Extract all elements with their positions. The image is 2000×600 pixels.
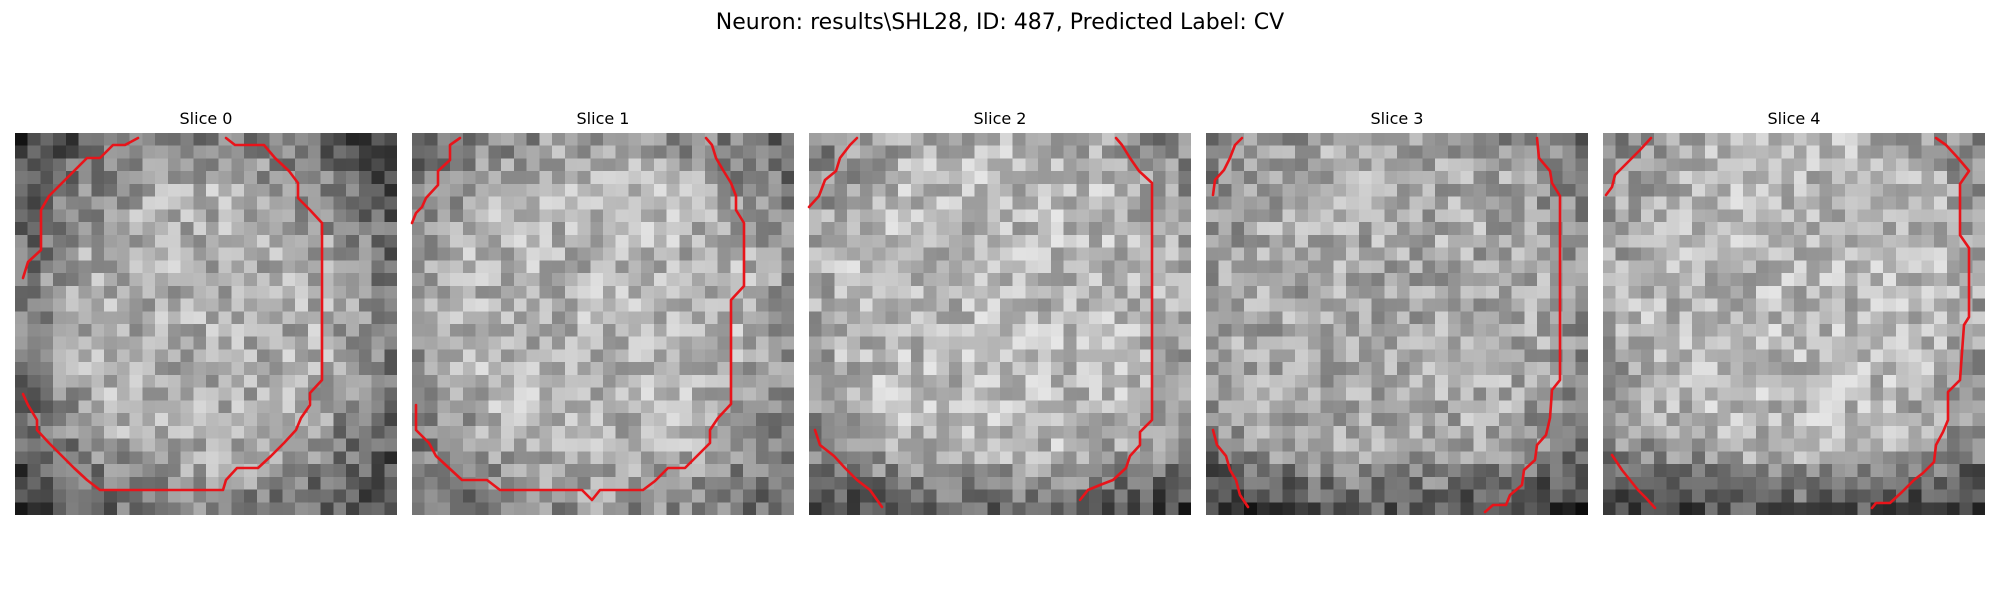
slice-panel-1: Slice 1: [412, 108, 794, 515]
slice-heatmap-3: [1206, 133, 1588, 515]
slice-title-2: Slice 2: [973, 109, 1027, 128]
slice-panel-2: Slice 2: [809, 108, 1191, 515]
slice-title-3: Slice 3: [1370, 109, 1424, 128]
slice-image-0: [15, 133, 397, 515]
slice-heatmap-0: [15, 133, 397, 515]
slice-heatmap-4: [1603, 133, 1985, 515]
slice-panel-0: Slice 0: [15, 108, 397, 515]
slice-title-4: Slice 4: [1767, 109, 1821, 128]
slice-image-3: [1206, 133, 1588, 515]
slice-title-1: Slice 1: [576, 109, 630, 128]
slice-panel-4: Slice 4: [1603, 108, 1985, 515]
slice-heatmap-1: [412, 133, 794, 515]
slice-image-2: [809, 133, 1191, 515]
slice-panel-3: Slice 3: [1206, 108, 1588, 515]
figure-title: Neuron: results\SHL28, ID: 487, Predicte…: [715, 10, 1285, 35]
slice-heatmap-2: [809, 133, 1191, 515]
slice-image-4: [1603, 133, 1985, 515]
slice-title-0: Slice 0: [179, 109, 233, 128]
slice-image-1: [412, 133, 794, 515]
